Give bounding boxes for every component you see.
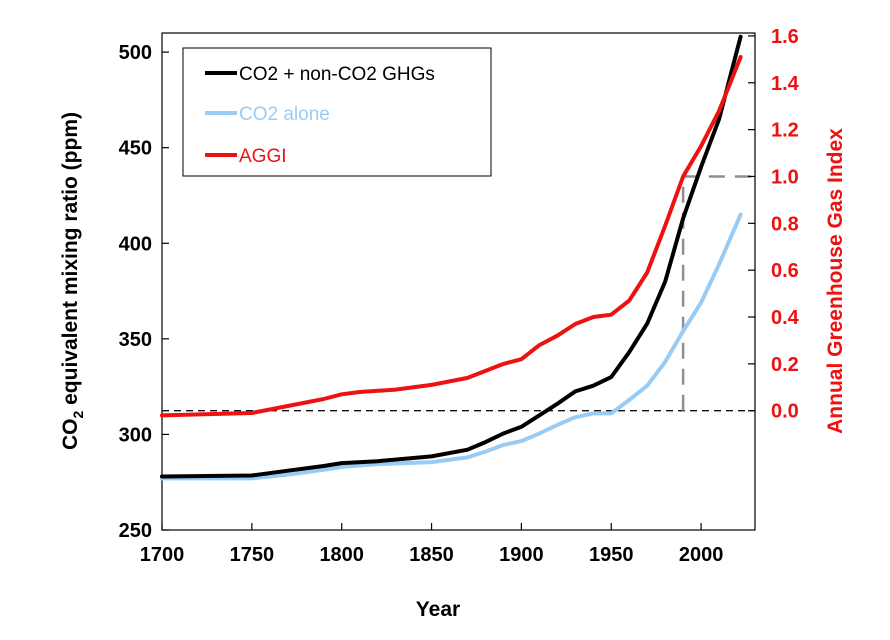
left-tick-label: 400 (119, 233, 152, 255)
left-axis-title: CO2 equivalent mixing ratio (ppm) (59, 112, 86, 450)
legend-label-total: CO2 + non-CO2 GHGs (239, 64, 435, 85)
series-aggi-line (160, 55, 743, 418)
right-tick-label: 0.4 (771, 307, 800, 329)
right-tick-label: 1.0 (771, 166, 799, 188)
x-axis-ticks: 1700 1750 1800 1850 1900 1950 2000 (140, 523, 724, 566)
right-tick-label: 0.2 (771, 354, 799, 376)
series-co2-plus-non-co2-line (160, 34, 743, 479)
right-tick-label: 0.0 (771, 401, 799, 423)
x-axis-title: Year (416, 598, 460, 621)
right-tick-label: 0.6 (771, 260, 799, 282)
left-tick-label: 450 (119, 138, 152, 160)
right-axis-ticks: 0.0 0.2 0.4 0.6 0.8 1.0 1.2 1.4 1.6 (748, 26, 800, 423)
right-tick-label: 1.6 (771, 26, 799, 48)
right-tick-label: 1.4 (771, 73, 800, 95)
right-axis-title: Annual Greenhouse Gas Index (824, 128, 847, 434)
left-axis-ticks: 250 300 350 400 450 500 (119, 42, 169, 542)
left-tick-label: 500 (119, 42, 152, 64)
x-tick-label: 1950 (589, 544, 634, 566)
legend: CO2 + non-CO2 GHGs CO2 alone AGGI (182, 47, 492, 177)
series-co2-alone-line (160, 212, 743, 481)
x-tick-label: 1750 (230, 544, 275, 566)
x-tick-label: 1900 (499, 544, 544, 566)
left-tick-label: 300 (119, 424, 152, 446)
left-tick-label: 250 (119, 520, 152, 542)
series-layer (160, 34, 743, 481)
right-tick-label: 1.2 (771, 120, 799, 142)
x-tick-label: 1700 (140, 544, 185, 566)
x-tick-label: 1850 (409, 544, 454, 566)
x-tick-label: 1800 (319, 544, 364, 566)
right-tick-label: 0.8 (771, 213, 799, 235)
legend-label-co2: CO2 alone (239, 104, 330, 125)
x-tick-label: 2000 (679, 544, 724, 566)
left-tick-label: 350 (119, 329, 152, 351)
legend-label-aggi: AGGI (239, 146, 287, 167)
